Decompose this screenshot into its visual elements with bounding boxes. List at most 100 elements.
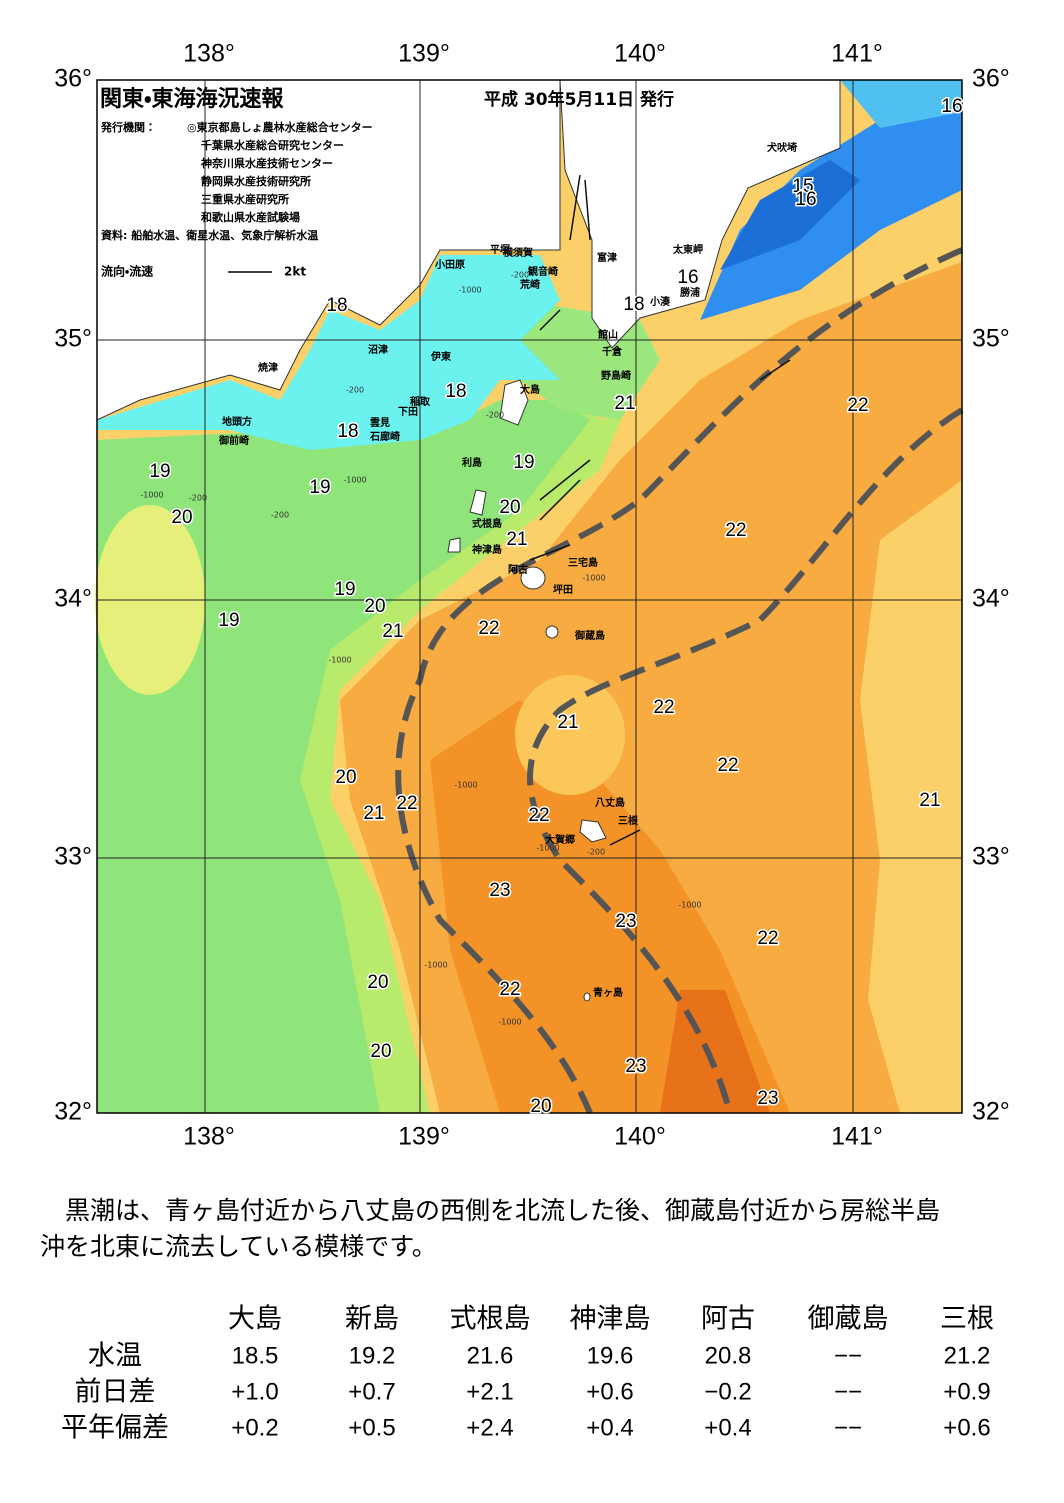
sea-cyan xyxy=(97,255,560,450)
depth-label: -1000 xyxy=(454,781,477,790)
lat-label: 32° xyxy=(972,1098,1010,1126)
contour-label: 21 xyxy=(614,393,635,414)
table-cell: +0.6 xyxy=(586,1378,633,1405)
lon-label: 139° xyxy=(398,40,450,68)
island xyxy=(469,489,487,516)
contour-label: 23 xyxy=(489,880,510,901)
table-cell: +0.4 xyxy=(704,1414,751,1441)
contour-label: 20 xyxy=(335,767,356,788)
place-name: 御蔵島 xyxy=(574,629,605,642)
depth-label: -200 xyxy=(346,386,364,395)
depth-label: -200 xyxy=(587,848,605,857)
contour-label: 20 xyxy=(370,1041,391,1062)
table-cell: +2.4 xyxy=(466,1414,513,1441)
contour-label: 21 xyxy=(363,803,384,824)
place-name: 大島 xyxy=(520,383,540,396)
lat-label: 36° xyxy=(972,65,1010,93)
table-cell: +0.9 xyxy=(943,1378,990,1405)
contour-label: 23 xyxy=(757,1088,778,1109)
depth-label: -200 xyxy=(511,271,529,280)
place-name: 焼津 xyxy=(258,361,278,374)
table-header: 新島 xyxy=(345,1304,399,1335)
contour-label: 20 xyxy=(499,497,520,518)
issuer: 神奈川県水産技術センター xyxy=(200,156,333,170)
place-name: 横須賀 xyxy=(503,246,533,259)
lat-label: 34° xyxy=(972,585,1010,613)
place-name: 富津 xyxy=(597,251,617,264)
contour-label: 16 xyxy=(677,267,698,288)
place-name: 小湊 xyxy=(649,295,671,308)
table-cell: −0.2 xyxy=(704,1378,751,1405)
lat-label: 33° xyxy=(972,843,1010,871)
lat-label: 35° xyxy=(972,325,1010,353)
table-header: 阿古 xyxy=(701,1304,755,1335)
island xyxy=(447,537,461,553)
contour-label: 16 xyxy=(941,96,962,117)
table-cell: +0.2 xyxy=(231,1414,278,1441)
place-name: 沼津 xyxy=(368,343,388,356)
contour-label: 22 xyxy=(717,755,738,776)
contour-label: 19 xyxy=(334,579,355,600)
issuer: ◎東京都島しょ農林水産総合センター xyxy=(187,120,373,134)
lat-label: 35° xyxy=(54,325,92,353)
kuroshio-edge xyxy=(527,407,964,1114)
place-name: 八丈島 xyxy=(595,796,625,809)
lat-label: 33° xyxy=(54,843,92,871)
kuroshio-axis xyxy=(395,247,964,1115)
lon-label: 138° xyxy=(183,40,235,68)
lon-label: 138° xyxy=(183,1123,235,1151)
table-cell: +0.6 xyxy=(943,1414,990,1441)
sea-light-blue xyxy=(840,80,962,128)
issuer: 三重県水産研究所 xyxy=(201,192,289,206)
depth-label: -1000 xyxy=(458,286,481,295)
contour-label: 22 xyxy=(499,979,520,1000)
table-cell: 20.8 xyxy=(705,1342,752,1369)
map-title: 関東・東海海況速報 xyxy=(100,86,284,112)
table-header: 三根 xyxy=(940,1304,994,1335)
place-name: 犬吠埼 xyxy=(767,141,797,154)
legend-label: 流向・流速 xyxy=(101,264,153,279)
table-cell: +0.7 xyxy=(348,1378,395,1405)
depth-label: -1000 xyxy=(140,491,163,500)
contour-label: 21 xyxy=(506,529,527,550)
place-name: 石廊崎 xyxy=(369,430,400,443)
lon-label: 141° xyxy=(831,1123,883,1151)
lon-label: 140° xyxy=(614,1123,666,1151)
land-west xyxy=(96,79,561,421)
place-name: 御前崎 xyxy=(218,434,249,447)
table-cell: +1.0 xyxy=(231,1378,278,1405)
table-cell: 18.5 xyxy=(232,1342,279,1369)
depth-label: -200 xyxy=(189,494,207,503)
table-header: 式根島 xyxy=(450,1304,531,1335)
contour-label: 15 xyxy=(792,176,813,197)
contour-label: 23 xyxy=(625,1056,646,1077)
table-cell: 21.6 xyxy=(467,1342,514,1369)
legend-speed: 2kt xyxy=(284,265,306,279)
place-name: 三宅島 xyxy=(568,556,598,569)
contour-label: 16 xyxy=(795,189,816,210)
table-cell: −− xyxy=(834,1378,862,1405)
contour-label: 19 xyxy=(309,477,330,498)
place-name: 太東岬 xyxy=(672,243,703,256)
contour-label: 19 xyxy=(513,452,534,473)
contour-label: 21 xyxy=(557,712,578,733)
lon-label: 140° xyxy=(614,40,666,68)
contour-label: 18 xyxy=(337,421,358,442)
contour-label: 20 xyxy=(364,596,385,617)
depth-label: -1000 xyxy=(343,476,366,485)
place-name: 地頭方 xyxy=(222,415,252,428)
lat-label: 36° xyxy=(54,65,92,93)
issuer: 和歌山県水産試験場 xyxy=(201,210,300,224)
table-cell: 21.2 xyxy=(944,1342,991,1369)
contour-label: 20 xyxy=(171,507,192,528)
contour-label: 18 xyxy=(445,381,466,402)
contour-label: 23 xyxy=(615,911,636,932)
current-arrows xyxy=(529,174,791,846)
place-name: 神津島 xyxy=(471,543,502,556)
lon-label: 139° xyxy=(398,1123,450,1151)
table-cell: −− xyxy=(834,1342,862,1369)
issuer: 千葉県水産総合研究センター xyxy=(201,138,344,152)
contour-label: 21 xyxy=(382,621,403,642)
contour-label: 20 xyxy=(530,1096,551,1117)
place-name: 伊東 xyxy=(430,350,451,363)
